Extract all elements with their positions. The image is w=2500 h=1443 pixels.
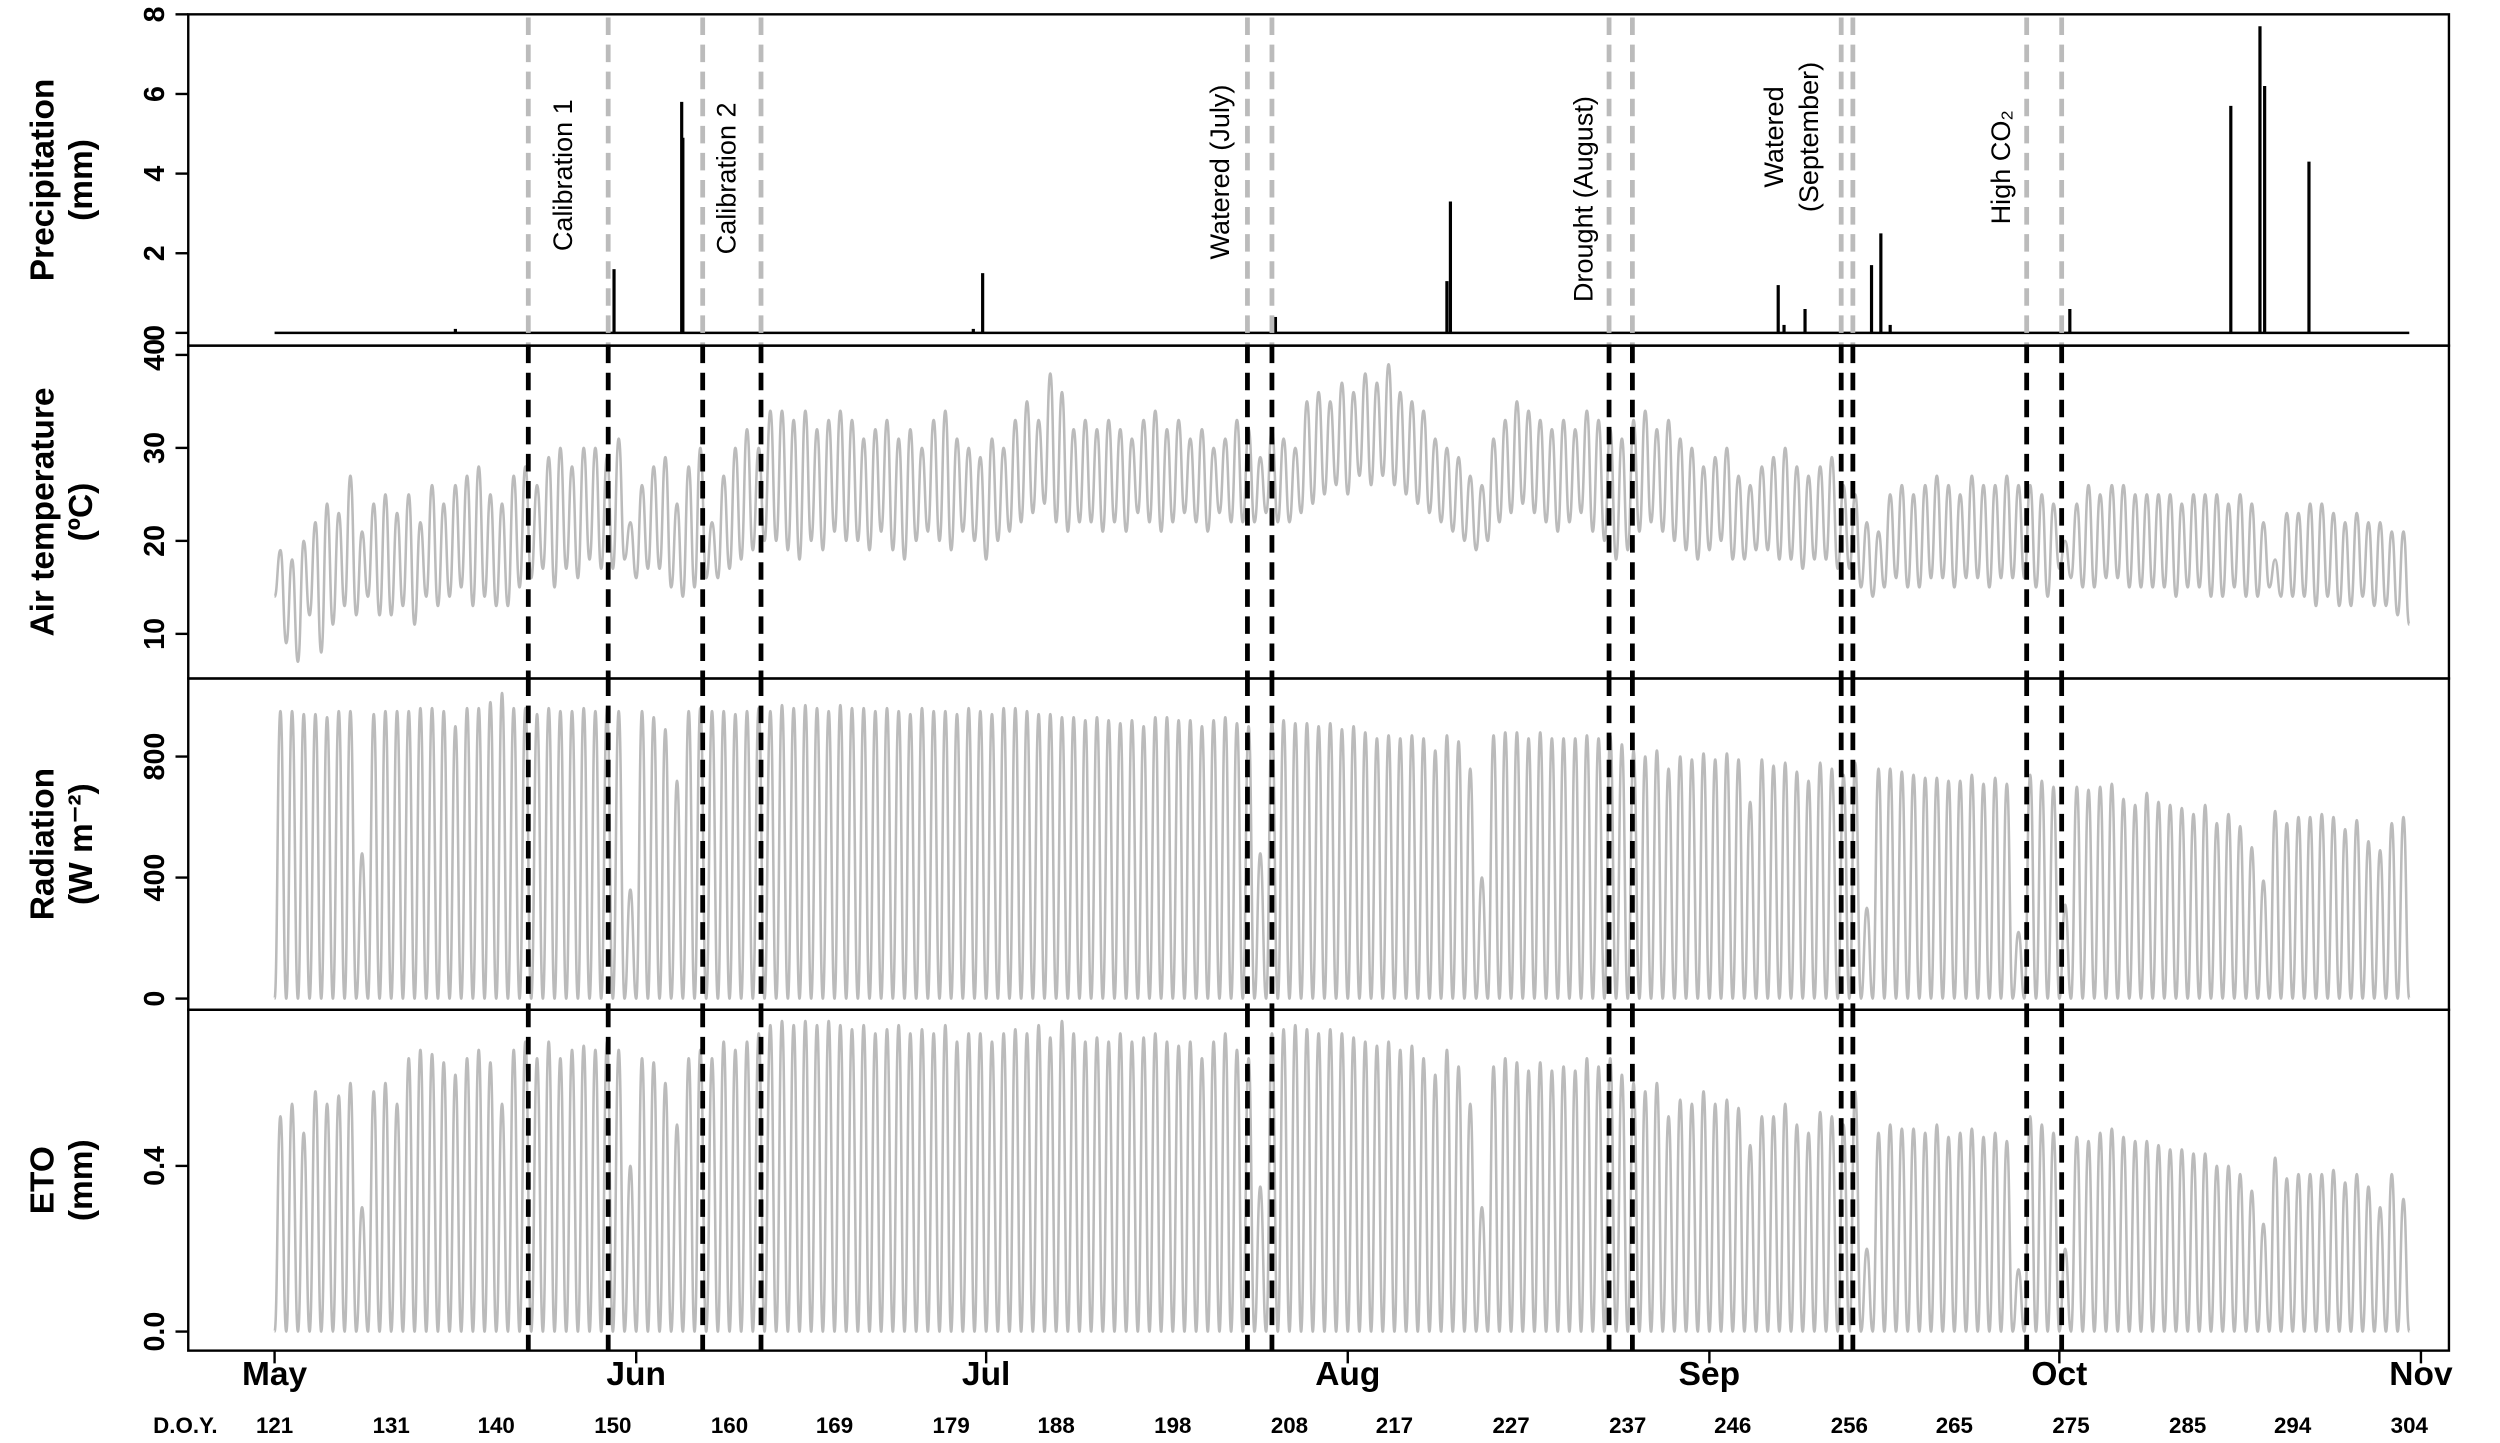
event-label: Watered (1758, 86, 1789, 187)
y-tick-label: 20 (139, 525, 171, 557)
y-axis-label: (W m⁻²) (63, 783, 100, 905)
y-tick-label: 0 (139, 991, 171, 1007)
x-tick-label: May (242, 1356, 308, 1393)
panel-frame (187, 1008, 2451, 1352)
y-axis-label: ETO (24, 1146, 61, 1214)
doy-tick-label: 188 (1038, 1413, 1075, 1438)
doy-tick-label: 275 (2052, 1413, 2089, 1438)
y-tick-label: 800 (139, 733, 171, 781)
y-tick-label: 0.0 (139, 1312, 171, 1352)
y-tick-label: 30 (139, 432, 171, 464)
x-tick-label: Nov (2389, 1356, 2453, 1393)
x-tick-label: Jul (962, 1356, 1010, 1393)
doy-tick-label: 227 (1492, 1413, 1529, 1438)
event-label: (September) (1793, 62, 1824, 212)
y-tick-label: 6 (139, 86, 171, 102)
doy-tick-label: 217 (1376, 1413, 1413, 1438)
doy-tick-label: 140 (478, 1413, 515, 1438)
event-label: Drought (August) (1567, 96, 1598, 302)
doy-tick-label: 160 (711, 1413, 748, 1438)
doy-tick-label: 294 (2274, 1413, 2312, 1438)
doy-tick-label: 208 (1271, 1413, 1308, 1438)
event-label: Calibration 2 (710, 102, 741, 254)
doy-tick-label: 256 (1831, 1413, 1868, 1438)
y-axis-label: Air temperature (24, 388, 61, 637)
y-tick-label: 400 (139, 854, 171, 902)
y-axis-label: Precipitation (24, 79, 61, 282)
x-tick-label: Aug (1315, 1356, 1380, 1393)
doy-tick-label: 237 (1609, 1413, 1646, 1438)
x-tick-label: Jun (606, 1356, 666, 1393)
y-tick-label: 4 (139, 166, 171, 182)
y-tick-label: 2 (139, 245, 171, 261)
y-axis-label: Radiation (24, 768, 61, 920)
doy-tick-label: 131 (373, 1413, 410, 1438)
doy-tick-label: 179 (933, 1413, 970, 1438)
doy-tick-label: 150 (594, 1413, 631, 1438)
doy-tick-label: 121 (256, 1413, 293, 1438)
doy-label: D.O.Y. (153, 1413, 217, 1438)
data-line (273, 1019, 2411, 1333)
event-label: Calibration 1 (547, 99, 578, 251)
y-axis-label: (mm) (63, 139, 100, 221)
event-label: Watered (July) (1204, 85, 1235, 260)
y-tick-label: 8 (139, 6, 171, 22)
data-line (273, 691, 2411, 1000)
doy-tick-label: 246 (1714, 1413, 1751, 1438)
y-axis-label: (mm) (63, 1139, 100, 1221)
event-label: High CO₂ (1985, 110, 2016, 224)
y-axis-label: (ºC) (63, 483, 100, 542)
doy-tick-label: 304 (2391, 1413, 2429, 1438)
x-tick-label: Oct (2031, 1356, 2087, 1393)
y-tick-label: 0.4 (139, 1146, 171, 1186)
data-line (273, 362, 2411, 664)
doy-tick-label: 265 (1936, 1413, 1973, 1438)
y-tick-label: 40 (139, 339, 171, 371)
doy-tick-label: 285 (2169, 1413, 2206, 1438)
doy-tick-label: 198 (1154, 1413, 1191, 1438)
x-tick-label: Sep (1679, 1356, 1740, 1393)
y-tick-label: 10 (139, 618, 171, 650)
y-tick-label: 0 (139, 325, 171, 341)
doy-tick-label: 169 (816, 1413, 853, 1438)
